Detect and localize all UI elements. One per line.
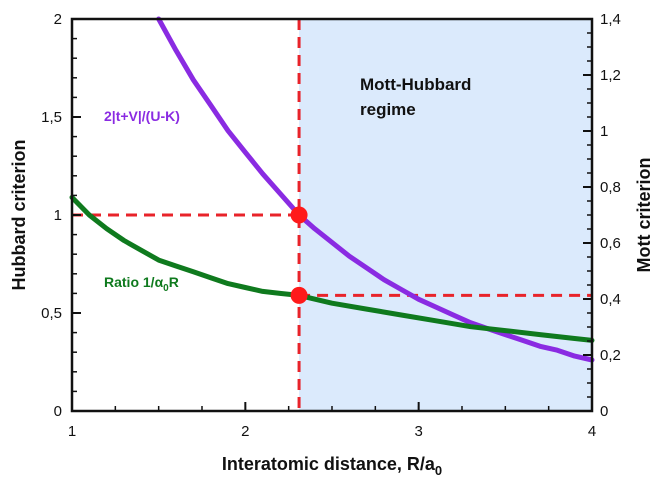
y-right-tick-label-3: 0,6 bbox=[600, 235, 621, 252]
x-axis-title: Interatomic distance, R/a0 bbox=[222, 454, 442, 477]
y-right-tick-label-4: 0,8 bbox=[600, 179, 621, 196]
reference-lines-layer bbox=[72, 19, 592, 411]
x-tick-label-0: 1 bbox=[68, 423, 76, 440]
series-label-ratio-main: Ratio 1/α bbox=[104, 274, 164, 290]
x-tick-label-1: 2 bbox=[241, 423, 249, 440]
y-left-tick-label-0: 0 bbox=[54, 403, 62, 420]
x-tick-label-2: 3 bbox=[414, 423, 422, 440]
series-label-hubbard: 2|t+V|/(U-K) bbox=[104, 108, 180, 124]
y-right-tick-label-2: 0,4 bbox=[600, 291, 621, 308]
series-label-ratio-suffix: R bbox=[169, 274, 179, 290]
y-right-tick-label-7: 1,4 bbox=[600, 11, 621, 28]
y-left-tick-label-1: 0,5 bbox=[41, 305, 62, 322]
y-axis-left-title: Hubbard criterion bbox=[9, 139, 29, 290]
series-line-0 bbox=[156, 16, 595, 363]
series-line-1 bbox=[69, 194, 595, 343]
intersection-marker-0 bbox=[290, 206, 308, 224]
y-right-tick-label-6: 1,2 bbox=[600, 67, 621, 84]
y-right-tick-label-0: 0 bbox=[600, 403, 608, 420]
series-label-ratio-sub: 0 bbox=[163, 283, 169, 294]
series-label-ratio: Ratio 1/α0R bbox=[104, 274, 179, 294]
markers-layer bbox=[290, 206, 308, 304]
x-axis-title-sub: 0 bbox=[435, 463, 442, 477]
series-layer bbox=[69, 16, 595, 363]
y-right-tick-label-5: 1 bbox=[600, 123, 608, 140]
y-left-tick-label-2: 1 bbox=[54, 207, 62, 224]
region-label-line2: regime bbox=[360, 100, 416, 119]
y-left-tick-label-4: 2 bbox=[54, 11, 62, 28]
x-axis-title-main: Interatomic distance, R/a bbox=[222, 454, 436, 474]
x-tick-label-3: 4 bbox=[588, 423, 596, 440]
y-axis-right-title: Mott criterion bbox=[634, 158, 654, 273]
y-left-tick-label-3: 1,5 bbox=[41, 109, 62, 126]
y-right-tick-label-1: 0,2 bbox=[600, 347, 621, 364]
intersection-marker-1 bbox=[290, 286, 308, 304]
region-label-line1: Mott-Hubbard bbox=[360, 75, 471, 94]
